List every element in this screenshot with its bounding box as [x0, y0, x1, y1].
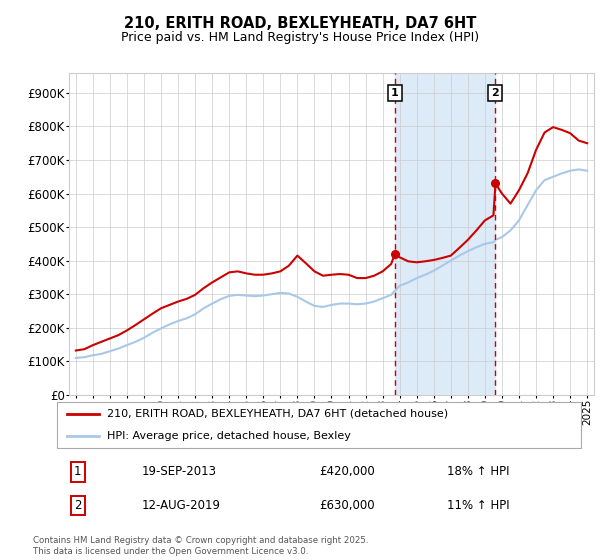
FancyBboxPatch shape: [56, 403, 581, 447]
Text: 18% ↑ HPI: 18% ↑ HPI: [447, 465, 509, 478]
Text: 1: 1: [74, 465, 82, 478]
Bar: [395, 73, 496, 395]
Text: 2: 2: [74, 499, 82, 512]
Text: 11% ↑ HPI: 11% ↑ HPI: [447, 499, 509, 512]
Text: 12-AUG-2019: 12-AUG-2019: [142, 499, 221, 512]
Text: 210, ERITH ROAD, BEXLEYHEATH, DA7 6HT (detached house): 210, ERITH ROAD, BEXLEYHEATH, DA7 6HT (d…: [107, 409, 448, 419]
Text: 2: 2: [491, 88, 499, 98]
Text: 19-SEP-2013: 19-SEP-2013: [142, 465, 217, 478]
Text: Price paid vs. HM Land Registry's House Price Index (HPI): Price paid vs. HM Land Registry's House …: [121, 31, 479, 44]
Text: Contains HM Land Registry data © Crown copyright and database right 2025.
This d: Contains HM Land Registry data © Crown c…: [33, 536, 368, 556]
Text: £630,000: £630,000: [320, 499, 375, 512]
Text: 210, ERITH ROAD, BEXLEYHEATH, DA7 6HT: 210, ERITH ROAD, BEXLEYHEATH, DA7 6HT: [124, 16, 476, 31]
Text: 1: 1: [391, 88, 399, 98]
Text: £420,000: £420,000: [320, 465, 375, 478]
Text: HPI: Average price, detached house, Bexley: HPI: Average price, detached house, Bexl…: [107, 431, 351, 441]
